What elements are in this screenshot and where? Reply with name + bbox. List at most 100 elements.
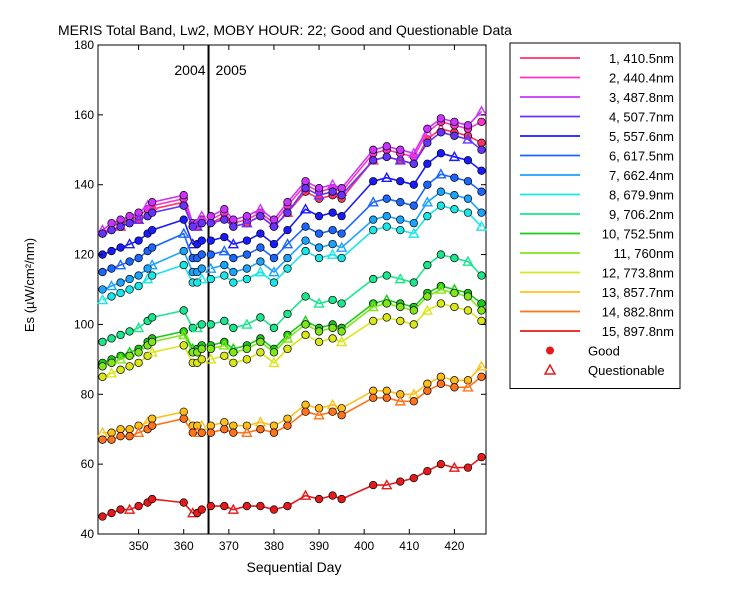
good-point	[314, 494, 324, 504]
good-point	[229, 222, 238, 231]
good-point	[134, 501, 143, 511]
good-point	[116, 330, 125, 340]
good-point	[450, 376, 459, 385]
good-point	[206, 218, 215, 228]
good-point	[256, 337, 265, 347]
good-point	[107, 264, 116, 273]
questionable-point	[475, 105, 488, 116]
y-tick-label: 160	[74, 108, 94, 122]
good-point	[283, 253, 292, 263]
year-label-right: 2005	[216, 62, 247, 78]
good-point	[197, 218, 206, 228]
good-point	[301, 184, 310, 193]
series-12	[98, 299, 486, 381]
good-point	[134, 253, 143, 263]
good-point	[463, 177, 473, 186]
legend-label: 15, 897.8nm	[602, 324, 674, 339]
good-point	[206, 344, 215, 354]
questionable-point	[394, 273, 406, 284]
questionable-point	[367, 301, 379, 312]
x-tick-label: 350	[129, 539, 149, 553]
good-point	[98, 435, 107, 444]
good-point	[220, 215, 229, 224]
good-point	[229, 421, 238, 430]
good-point	[229, 267, 238, 277]
good-point	[436, 250, 446, 259]
good-point	[256, 425, 265, 434]
good-point	[256, 243, 265, 252]
good-point	[229, 278, 238, 287]
questionable-point	[268, 356, 280, 368]
good-point	[337, 211, 346, 221]
legend-label: 8, 679.9nm	[609, 188, 674, 203]
good-point	[423, 260, 432, 270]
good-point	[229, 253, 238, 263]
questionable-point	[105, 280, 118, 291]
good-point	[197, 505, 206, 514]
series-line-12-2005	[210, 302, 482, 364]
good-point	[116, 222, 125, 231]
good-point	[269, 348, 279, 357]
legend-label: 2, 440.4nm	[609, 71, 674, 86]
good-point	[477, 117, 486, 126]
legend-questionable-marker	[543, 363, 557, 375]
legend-label: 11, 760nm	[614, 246, 674, 261]
legend-entry-12: 12, 773.8nm	[520, 266, 674, 281]
questionable-point	[205, 353, 217, 364]
questionable-point	[421, 196, 434, 207]
good-point	[147, 208, 157, 217]
legend-label: 14, 882.8nm	[602, 305, 674, 320]
x-tick-label: 400	[354, 539, 374, 553]
good-point	[409, 218, 418, 228]
good-point	[423, 466, 432, 476]
good-point	[283, 208, 292, 217]
good-point	[369, 480, 378, 490]
good-point	[369, 225, 378, 235]
good-point	[125, 218, 134, 228]
good-point	[206, 250, 215, 259]
good-point	[107, 225, 116, 235]
good-point	[396, 215, 405, 224]
questionable-point	[146, 259, 158, 270]
good-point	[450, 383, 459, 392]
questionable-point	[227, 503, 240, 514]
good-point	[98, 337, 107, 347]
good-point	[436, 187, 446, 196]
good-point	[147, 313, 157, 322]
series-6	[98, 168, 486, 277]
questionable-point	[123, 238, 136, 249]
good-point	[125, 425, 134, 434]
legend-good-marker	[546, 346, 554, 355]
good-point	[98, 267, 107, 277]
good-point	[283, 344, 292, 354]
good-point	[477, 166, 486, 175]
series-line-4-2005	[210, 131, 482, 228]
good-point	[337, 327, 346, 336]
x-axis-label: Sequential Day	[247, 559, 342, 575]
chart-title: MERIS Total Band, Lw2, MOBY HOUR: 22; Go…	[58, 22, 512, 38]
good-point	[436, 114, 446, 123]
good-point	[409, 397, 418, 406]
good-point	[409, 306, 418, 315]
good-point	[107, 334, 116, 343]
good-point	[242, 501, 252, 511]
good-point	[229, 358, 238, 368]
good-point	[436, 149, 446, 158]
good-point	[463, 292, 473, 301]
good-point	[98, 229, 107, 238]
good-point	[134, 236, 143, 245]
good-point	[269, 239, 279, 249]
good-point	[423, 386, 432, 395]
good-point	[116, 243, 125, 252]
x-tick-label: 390	[309, 539, 329, 553]
good-point	[314, 327, 324, 336]
good-point	[134, 348, 143, 357]
good-point	[314, 253, 324, 263]
good-point	[242, 264, 252, 273]
good-point	[382, 222, 391, 231]
good-point	[369, 177, 378, 186]
legend-label: 7, 662.4nm	[609, 168, 674, 183]
questionable-point	[448, 461, 461, 472]
legend-entry-14: 14, 882.8nm	[520, 305, 674, 320]
questionable-point	[205, 262, 217, 273]
